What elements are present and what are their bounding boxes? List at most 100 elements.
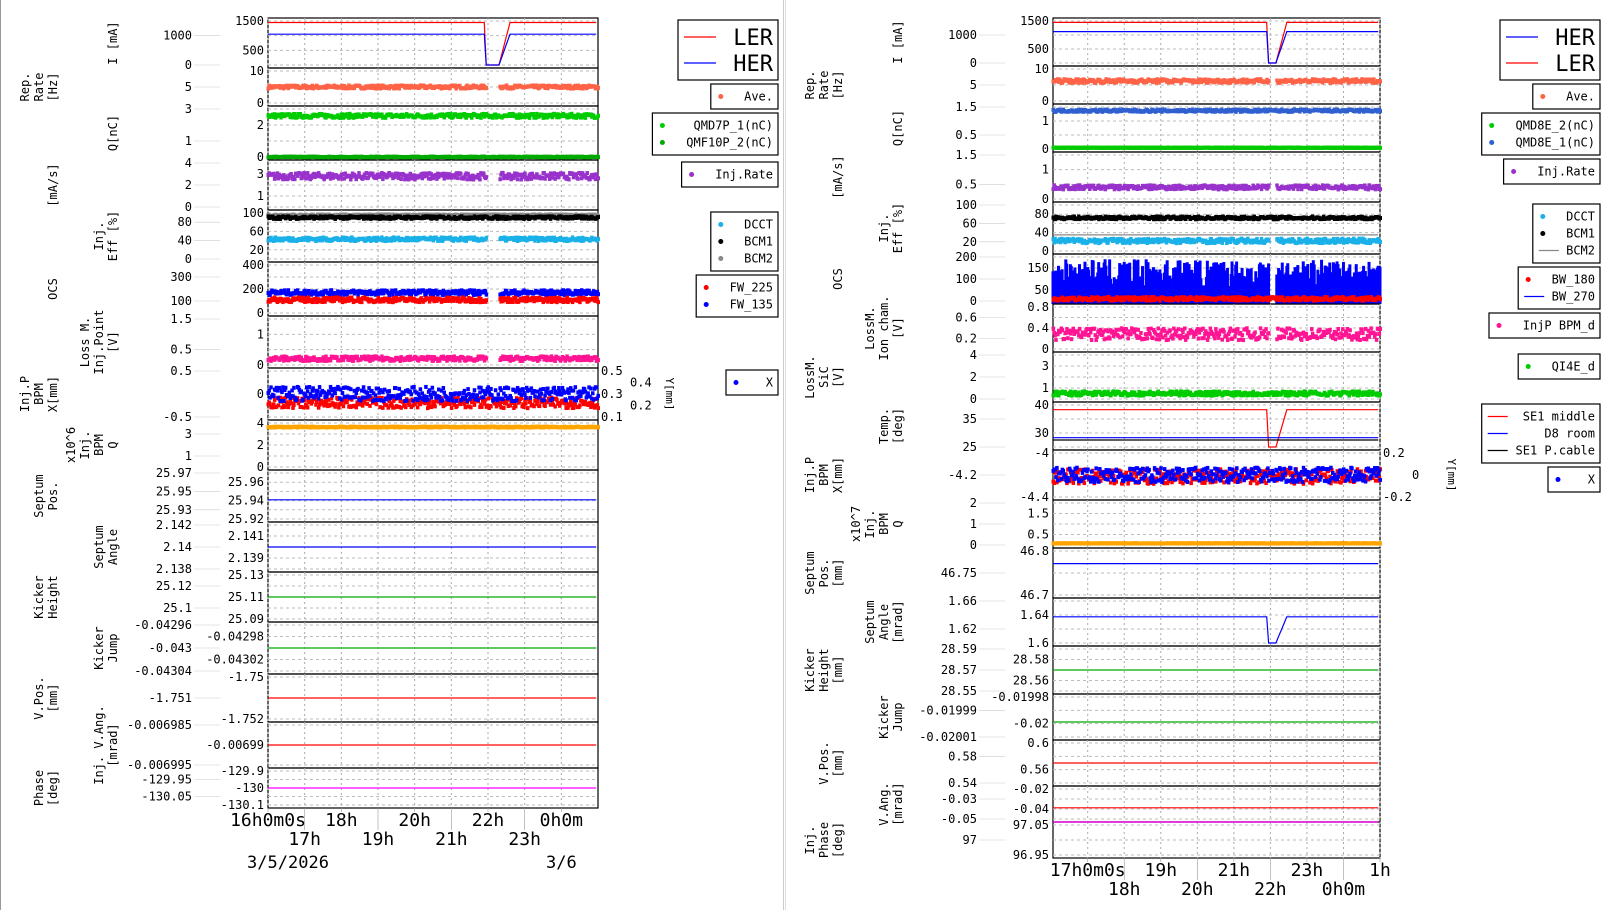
data-point [342, 292, 347, 297]
data-point [290, 401, 294, 406]
data-point [557, 175, 561, 180]
data-point [387, 399, 391, 404]
data-point [346, 394, 350, 399]
y-axis-label: Inj. [78, 431, 92, 460]
data-point [466, 387, 470, 392]
data-point [551, 295, 556, 300]
data-point [462, 112, 467, 117]
data-point [563, 401, 567, 406]
data-point [486, 396, 490, 401]
legend-swatch [703, 285, 709, 290]
data-point [513, 398, 517, 403]
data-point [410, 176, 414, 181]
data-point [427, 388, 432, 393]
data-point [503, 356, 507, 361]
data-point [526, 176, 531, 181]
data-point [363, 214, 368, 219]
data-point [549, 299, 554, 304]
data-point [312, 216, 316, 221]
data-point [475, 393, 479, 398]
data-point [529, 176, 534, 181]
data-point [272, 397, 277, 402]
data-point [398, 358, 402, 363]
data-point [562, 292, 567, 297]
data-point [504, 401, 509, 406]
data-point [573, 402, 578, 407]
y-tick-label: -0.04304 [134, 664, 192, 678]
data-point [391, 176, 395, 181]
data-point [445, 292, 449, 297]
data-point [506, 295, 511, 300]
data-point [463, 235, 468, 240]
data-point [341, 289, 346, 294]
data-point [394, 295, 399, 300]
data-point [377, 395, 381, 400]
data-point [477, 354, 481, 359]
data-point [561, 398, 566, 403]
data-point [456, 290, 460, 295]
data-point [546, 86, 550, 91]
data-point [536, 238, 541, 243]
data-point [527, 115, 532, 120]
data-point [324, 236, 328, 241]
data-point [285, 291, 290, 296]
data-point [580, 399, 585, 404]
data-point [459, 235, 463, 240]
data-point [272, 114, 276, 119]
y2-axis-label: Y[mm] [663, 377, 676, 410]
data-point [329, 296, 334, 301]
data-point [448, 397, 452, 402]
data-point [449, 175, 454, 180]
data-point [272, 238, 276, 243]
data-point [375, 289, 380, 294]
data-point [281, 355, 285, 360]
data-point [568, 112, 572, 117]
y-tick-label: 100 [170, 294, 192, 308]
data-point [275, 171, 280, 176]
data-point [570, 395, 575, 400]
data-point [548, 398, 553, 403]
data-point [428, 176, 433, 181]
data-point [275, 216, 280, 221]
data-point [418, 387, 423, 392]
data-point [303, 398, 307, 403]
data-point [305, 171, 310, 176]
data-point [528, 395, 533, 400]
data-point [417, 300, 422, 305]
data-point [328, 402, 333, 407]
data-point [412, 173, 416, 178]
data-point [484, 356, 489, 361]
data-point [371, 391, 376, 396]
data-point [392, 394, 396, 399]
y2-tick-label: 0.2 [630, 399, 652, 413]
data-point [469, 177, 473, 182]
data-point [351, 358, 356, 363]
data-point [380, 354, 384, 359]
data-point [552, 171, 556, 176]
legend-label: FW_225 [730, 281, 773, 295]
data-point [347, 216, 351, 221]
data-point [449, 395, 454, 400]
data-point [582, 387, 587, 392]
data-point [582, 112, 587, 117]
data-point [464, 171, 468, 176]
data-point [454, 86, 458, 91]
data-point [336, 113, 340, 118]
data-point [541, 354, 545, 359]
data-point [390, 288, 394, 293]
y-tick-label: 0 [257, 96, 264, 110]
data-point [281, 177, 285, 182]
y-tick-label: 2 [257, 118, 264, 132]
data-point [580, 355, 584, 360]
data-point [387, 389, 391, 394]
data-point [428, 115, 433, 120]
data-point [460, 292, 465, 297]
data-point [405, 235, 410, 240]
data-point [580, 390, 585, 395]
data-point [268, 356, 272, 361]
data-point [565, 83, 569, 88]
data-point [485, 403, 490, 408]
data-point [291, 115, 295, 120]
data-point [568, 83, 572, 88]
data-point [461, 390, 466, 395]
